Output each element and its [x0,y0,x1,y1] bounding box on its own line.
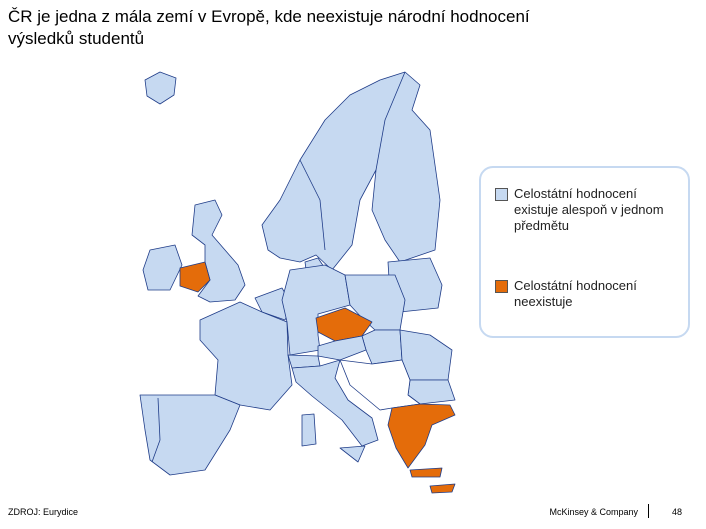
austria [317,335,367,361]
border [151,397,161,463]
italy [291,359,379,447]
legend: Celostátní hodnocení existuje alespoň v … [479,166,690,338]
iberia [139,394,241,476]
title-line: výsledků studentů [8,29,145,48]
greece [387,403,456,469]
border [299,71,406,251]
legend-swatch [495,280,508,293]
legend-label: Celostátní hodnocení neexistuje [514,278,637,309]
cyprus [429,483,456,494]
title: ČR je jedna z mála zemí v Evropě, kde ne… [8,6,530,50]
legend-item: Celostátní hodnocení neexistuje [495,278,675,310]
legend-swatch [495,188,508,201]
sardinia [301,413,317,447]
sicily [339,445,366,463]
ireland [142,244,183,291]
page-number: 48 [672,507,683,517]
source: ZDROJ: Eurydice [8,507,79,517]
separator [648,504,649,518]
legend-label: Celostátní hodnocení existuje alespoň v … [514,186,664,233]
legend-item: Celostátní hodnocení existuje alespoň v … [495,186,675,234]
balkans [339,359,421,411]
iceland [144,71,177,105]
scandinavia [261,71,441,271]
crete [409,467,443,478]
slovakia-hungary [361,329,403,365]
uk [191,199,246,303]
title-line: ČR je jedna z mála zemí v Evropě, kde ne… [8,7,530,26]
wales [179,261,211,293]
germany [281,264,351,356]
company: McKinsey & Company [549,507,638,517]
romania [399,329,453,381]
france [199,301,293,411]
